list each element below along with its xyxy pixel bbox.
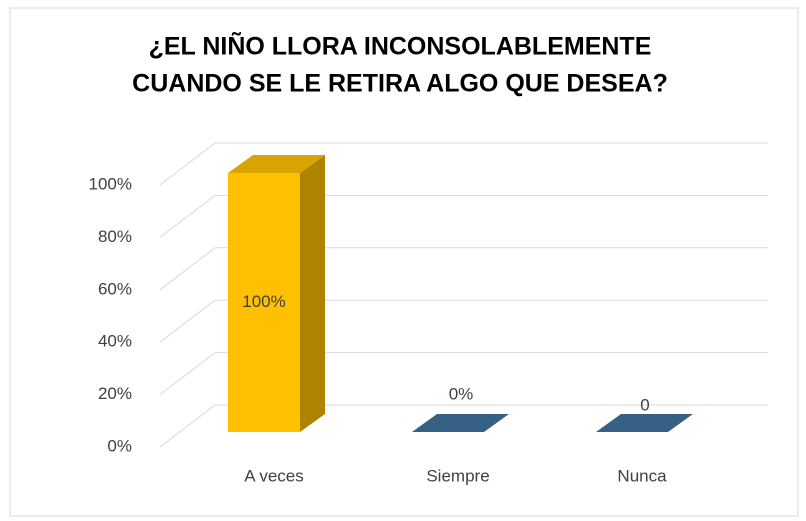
chart-title: CUANDO SE LE RETIRA ALGO QUE DESEA? — [132, 70, 668, 98]
bar-top — [412, 414, 509, 432]
bar-top — [596, 414, 693, 432]
x-tick-label: A veces — [244, 466, 304, 485]
grid-line — [159, 247, 216, 291]
y-tick-label: 20% — [98, 384, 132, 403]
grid-line — [159, 404, 216, 448]
bar-top — [228, 155, 325, 173]
y-tick-label: 100% — [89, 174, 132, 193]
bar — [412, 414, 509, 432]
y-tick-label: 60% — [98, 279, 132, 298]
grid-line — [159, 299, 216, 343]
chart-title: ¿EL NIÑO LLORA INCONSOLABLEMENTE — [149, 31, 652, 61]
grid-line — [159, 195, 216, 238]
y-tick-label: 40% — [98, 332, 132, 351]
data-label: 100% — [242, 292, 285, 311]
x-tick-label: Nunca — [617, 466, 667, 485]
y-tick-label: 80% — [98, 227, 132, 246]
bar-side — [300, 155, 325, 432]
bar — [228, 155, 325, 432]
grid-line — [159, 142, 216, 186]
x-tick-label: Siempre — [426, 466, 489, 485]
bar-front — [228, 173, 300, 432]
y-tick-label: 0% — [107, 436, 132, 455]
data-label: 0% — [449, 384, 474, 403]
bar — [596, 414, 693, 432]
grid-line — [159, 352, 216, 395]
data-label: 0 — [640, 395, 649, 414]
